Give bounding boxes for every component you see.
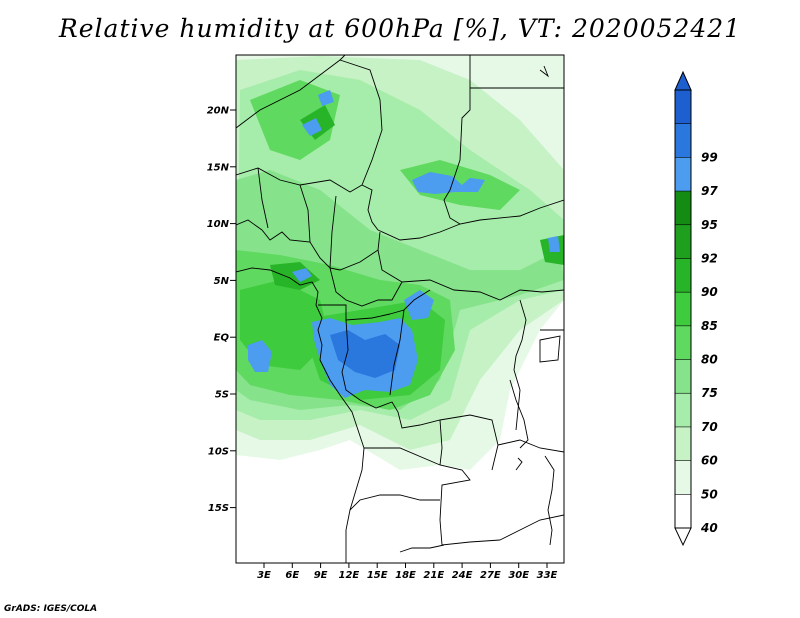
lat-label: 10N <box>207 219 230 230</box>
colorbar-label: 97 <box>701 184 718 198</box>
colorbar-label: 85 <box>701 319 718 333</box>
colorbar-label: 70 <box>701 420 718 434</box>
lon-label: 15E <box>367 570 388 581</box>
colorbar-top-arrow <box>674 70 692 91</box>
colorbar-segment <box>675 191 691 225</box>
colorbar-segment <box>675 224 691 259</box>
colorbar-label: 50 <box>701 487 718 501</box>
lon-label: 30E <box>508 570 529 581</box>
lon-label: 9E <box>314 570 328 581</box>
colorbar-label: 40 <box>700 521 718 535</box>
lat-label: 5N <box>214 276 230 287</box>
colorbar-segment <box>675 157 691 192</box>
colorbar-outline <box>674 89 692 529</box>
lat-label: 20N <box>207 106 230 117</box>
colorbar-segment <box>675 90 691 124</box>
colorbar-segment <box>675 460 691 495</box>
colorbar-bottom-arrow <box>674 527 692 547</box>
lat-label: 5S <box>215 390 229 401</box>
colorbar-segment <box>675 258 691 293</box>
colorbar-segment <box>675 393 691 427</box>
lat-label: 15N <box>207 162 230 173</box>
grads-credit: GrADS: IGES/COLA <box>4 604 98 614</box>
lon-label: 18E <box>395 570 416 581</box>
colorbar-label: 60 <box>701 454 718 468</box>
map-title: Relative humidity at 600hPa [%], VT: 202… <box>58 14 742 43</box>
lon-label: 24E <box>452 570 473 581</box>
lon-label: 6E <box>285 570 299 581</box>
map-frame <box>235 54 565 564</box>
lat-label: 15S <box>208 503 229 514</box>
humidity-field <box>236 55 564 470</box>
colorbar-label: 80 <box>701 353 718 367</box>
colorbar-label: 75 <box>701 386 718 400</box>
colorbar-segment <box>675 494 691 528</box>
country-borders <box>236 55 564 563</box>
colorbar-segment <box>675 325 691 360</box>
colorbar-segment <box>675 359 691 394</box>
lon-label: 3E <box>257 570 271 581</box>
colorbar-label: 95 <box>701 218 718 232</box>
lon-label: 21E <box>423 570 444 581</box>
colorbar-label: 90 <box>701 285 718 299</box>
colorbar: 40 50 60 70 75 80 85 90 92 95 97 99 <box>674 70 718 547</box>
longitude-axis: 3E 6E 9E 12E 15E 18E 21E 24E 27E 30E 33E <box>257 563 558 581</box>
lat-label: EQ <box>214 333 230 344</box>
colorbar-label: 99 <box>701 150 718 164</box>
latitude-axis: 20N 15N 10N 5N EQ 5S 10S 15S <box>207 106 236 514</box>
colorbar-segment <box>675 123 691 158</box>
colorbar-segment <box>675 426 691 461</box>
lon-label: 27E <box>480 570 501 581</box>
lon-label: 33E <box>537 570 558 581</box>
colorbar-label: 92 <box>701 252 718 266</box>
lat-label: 10S <box>208 446 229 457</box>
lon-label: 12E <box>339 570 360 581</box>
colorbar-segment <box>675 292 691 326</box>
